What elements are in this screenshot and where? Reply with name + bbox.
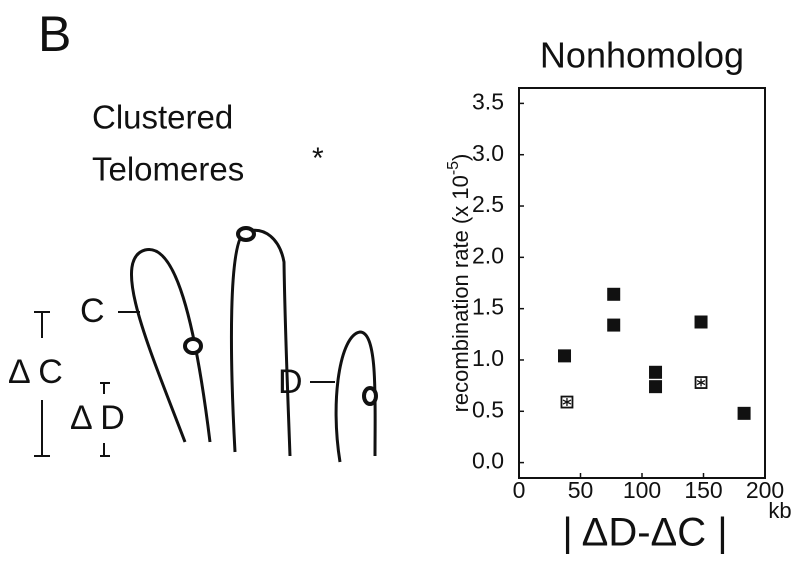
telomere-markers bbox=[183, 226, 378, 406]
diagram-title: Telomeres bbox=[92, 151, 244, 188]
x-tick-label: 0 bbox=[513, 477, 526, 503]
chromosome-loop bbox=[229, 228, 292, 457]
telomere-marker bbox=[183, 337, 203, 355]
x-axis-unit: kb bbox=[768, 498, 791, 523]
diagram-label: D bbox=[278, 363, 303, 401]
point-star bbox=[562, 398, 572, 407]
telomere-marker bbox=[236, 226, 256, 242]
point bbox=[649, 380, 663, 394]
y-axis-label: recombination rate (x 10-5) bbox=[445, 154, 473, 413]
y-tick-label: 0.0 bbox=[472, 448, 504, 474]
x-tick-label: 100 bbox=[623, 477, 661, 503]
point bbox=[649, 365, 663, 379]
diagram-label: Δ D bbox=[70, 399, 125, 437]
y-tick-label: 1.5 bbox=[472, 294, 504, 320]
x-axis-label: | ΔD-ΔC | bbox=[562, 511, 727, 555]
y-tick-label: 3.5 bbox=[472, 88, 504, 114]
panel-label: B bbox=[38, 6, 71, 62]
y-tick-label: 0.5 bbox=[472, 396, 504, 422]
asterisk: * bbox=[312, 142, 324, 175]
y-axis-label-part: recombination rate (x 10 bbox=[448, 175, 473, 412]
point-star bbox=[696, 378, 706, 387]
telomere-marker bbox=[362, 386, 378, 406]
y-tick-label: 3.0 bbox=[472, 140, 504, 166]
point bbox=[607, 287, 621, 301]
y-axis-label-part: ) bbox=[448, 154, 473, 161]
diagram-label: Δ C bbox=[8, 353, 63, 391]
diagram-title: Clustered bbox=[92, 99, 233, 136]
x-tick-label: 150 bbox=[684, 477, 722, 503]
label-leader bbox=[118, 311, 335, 383]
plot-frame bbox=[518, 87, 766, 479]
point bbox=[694, 315, 708, 329]
point bbox=[558, 349, 572, 363]
point bbox=[737, 406, 751, 420]
y-tick-label: 1.0 bbox=[472, 345, 504, 371]
y-tick-label: 2.5 bbox=[472, 191, 504, 217]
y-tick-label: 2.0 bbox=[472, 242, 504, 268]
x-tick-label: 200 bbox=[746, 477, 784, 503]
distance-bracket bbox=[34, 311, 110, 457]
point bbox=[607, 318, 621, 332]
y-axis-label-part: -5 bbox=[445, 161, 462, 175]
diagram-label: C bbox=[80, 292, 105, 330]
x-tick-label: 50 bbox=[568, 477, 594, 503]
chart-title: Nonhomolog bbox=[540, 35, 744, 76]
